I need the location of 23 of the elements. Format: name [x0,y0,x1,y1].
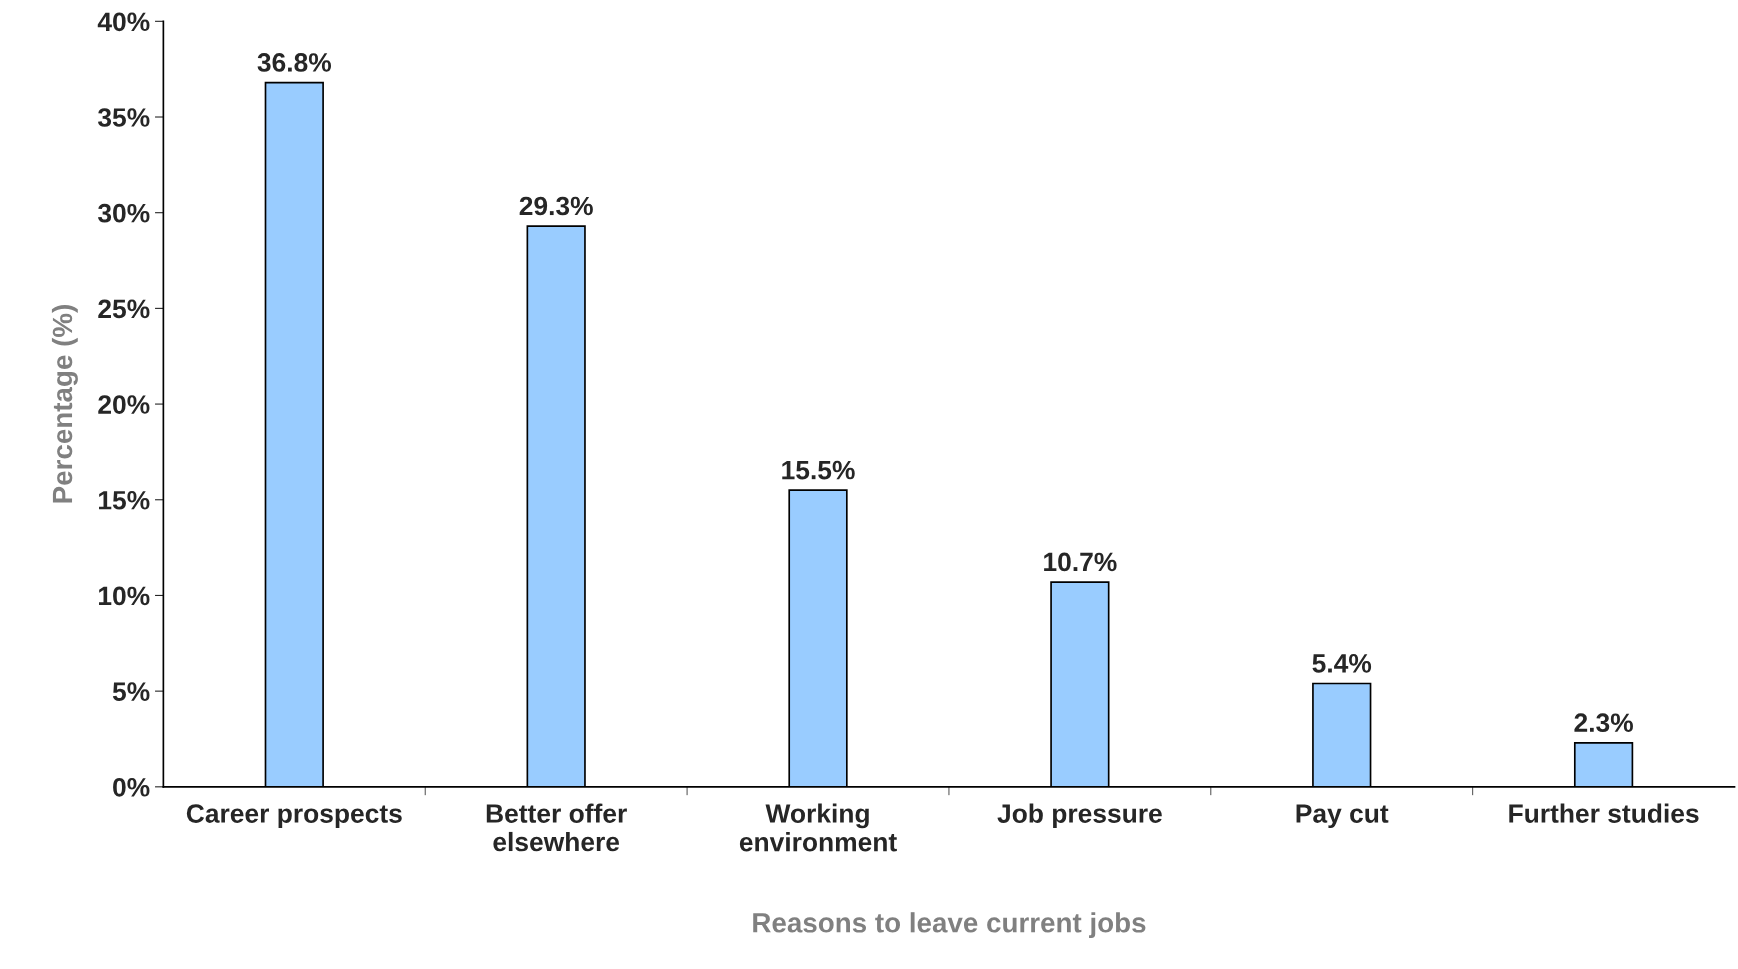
y-tick-label: 25% [98,299,150,319]
data-label: 29.3% [519,196,593,216]
y-tick-label: 15% [99,490,150,510]
x-axis-title: Reasons to leave current jobs [753,912,1146,939]
x-tick-label: Working environment [739,803,897,852]
data-label: 15.5% [782,460,855,480]
y-tick-label: 0% [113,777,150,797]
y-tick-label: 20% [98,395,150,414]
y-tick-label: 30% [97,203,150,223]
data-label: 10.7% [1044,552,1117,572]
x-tick-label: Further studies [1509,803,1699,823]
x-tick-label: Career prospects [186,804,402,829]
data-label: 36.8% [257,53,332,72]
data-label: 2.3% [1574,713,1633,733]
x-tick-label: Pay cut [1296,804,1389,829]
x-tick-label: Job pressure [997,803,1162,829]
y-tick-label: 5% [112,682,150,701]
y-axis-title: Percentage (%) [51,305,78,503]
y-tick-label: 10% [99,586,150,606]
y-tick-label: 35% [97,108,150,127]
data-label: 5.4% [1312,654,1372,673]
x-tick-label: Better offer elsewhere [486,803,627,852]
y-tick-label: 40% [97,12,150,32]
